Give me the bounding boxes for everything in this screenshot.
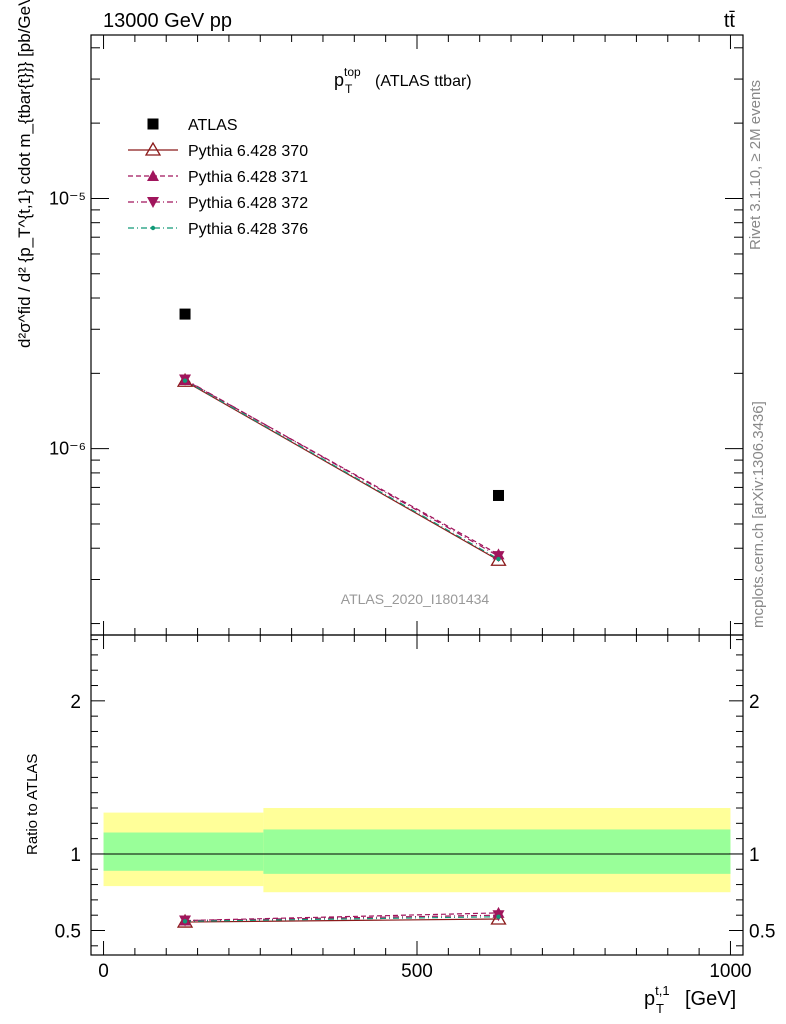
ratio-y-tick-label-right: 0.5 bbox=[749, 922, 775, 943]
legend-marker-3 bbox=[147, 197, 159, 208]
ratio-panel: 0.5 0.5 1 1 2 2 0 500 1000 Ratio to ATLAS pt,1 T [… bbox=[24, 634, 775, 1016]
watermark-label: ATLAS_2020_I1801434 bbox=[341, 591, 490, 607]
band-inner-0 bbox=[103, 832, 264, 871]
y-tick-label: 10⁻⁵ bbox=[49, 188, 86, 208]
xlabel-p: p bbox=[644, 988, 655, 1010]
header-left-label: 13000 GeV pp bbox=[103, 10, 232, 32]
ratio-line-2 bbox=[185, 914, 499, 922]
ratio-y-tick-label-right: 1 bbox=[749, 845, 760, 866]
series-line-2 bbox=[184, 379, 499, 555]
ratio-y-tick-label: 1 bbox=[70, 845, 81, 866]
xlabel-rest: [GeV] bbox=[685, 988, 736, 1010]
x-tick-label: 500 bbox=[401, 961, 433, 982]
x-tick-label: 0 bbox=[98, 961, 109, 982]
legend-marker-0 bbox=[147, 118, 159, 130]
data-point-s3-p1 bbox=[492, 551, 505, 563]
main-title: ptop T (ATLAS ttbar) bbox=[334, 65, 472, 96]
legend-label-2: Pythia 6.428 371 bbox=[188, 169, 308, 186]
series-line-3 bbox=[184, 378, 499, 557]
data-point-s0-p1 bbox=[493, 489, 504, 501]
ratio-point-s3-p1 bbox=[496, 914, 501, 919]
legend-label-3: Pythia 6.428 372 bbox=[188, 195, 308, 212]
main-title-sub: T bbox=[345, 82, 353, 96]
legend-label-1: Pythia 6.428 370 bbox=[188, 143, 308, 160]
ratio-point-s3-p0 bbox=[182, 919, 188, 924]
xlabel-sub: T bbox=[656, 1001, 664, 1016]
xlabel-sup: t,1 bbox=[655, 983, 669, 998]
ratio-y-tick-label: 0.5 bbox=[55, 922, 81, 943]
ratio-ylabel: Ratio to ATLAS bbox=[24, 754, 41, 855]
data-point-s1-p0 bbox=[176, 372, 194, 387]
legend-label-0: ATLAS bbox=[188, 117, 238, 134]
main-panel: 10⁻⁶ 10⁻⁵ ptop T (ATLAS ttbar) d²σ^fid / d²… bbox=[15, 0, 744, 636]
ratio-xlabel: pt,1 T [GeV] bbox=[644, 983, 736, 1016]
header-right-label: tt̄ bbox=[724, 10, 736, 32]
data-point-s4-p0 bbox=[182, 378, 188, 383]
band-inner-1 bbox=[263, 829, 731, 874]
main-title-p: p bbox=[334, 70, 344, 90]
mcplots-label: mcplots.cern.ch [arXiv:1306.3436] bbox=[750, 401, 767, 628]
ratio-line-3 bbox=[185, 916, 499, 922]
ratio-frame bbox=[90, 634, 744, 956]
series-line-1 bbox=[184, 380, 499, 561]
main-ylabel: d²σ^fid / d² {p_T^{t,1} cdot m_{tbar{t}}… bbox=[15, 0, 34, 348]
ratio-line-0 bbox=[185, 918, 499, 923]
rivet-label: Rivet 3.1.10, ≥ 2M events bbox=[747, 80, 764, 250]
ratio-y-tick-label-right: 2 bbox=[749, 692, 760, 713]
legend-marker-2 bbox=[147, 170, 159, 181]
main-title-rest: (ATLAS ttbar) bbox=[375, 73, 472, 90]
legend: ATLAS Pythia 6.428 370 Pythia 6.428 371 Pyt… bbox=[128, 117, 308, 238]
legend-marker-1 bbox=[144, 141, 162, 156]
series-line-4 bbox=[184, 380, 499, 560]
data-point-s4-p1 bbox=[496, 556, 501, 562]
x-tick-label: 1000 bbox=[709, 961, 751, 982]
main-title-sup: top bbox=[344, 65, 361, 79]
data-point-s0-p0 bbox=[179, 308, 191, 320]
ratio-y-tick-label: 2 bbox=[70, 692, 81, 713]
legend-label-4: Pythia 6.428 376 bbox=[188, 221, 308, 238]
ratio-point-s0-p1 bbox=[490, 910, 507, 925]
y-tick-label: 10⁻⁶ bbox=[49, 439, 86, 459]
legend-marker-4 bbox=[150, 225, 156, 231]
